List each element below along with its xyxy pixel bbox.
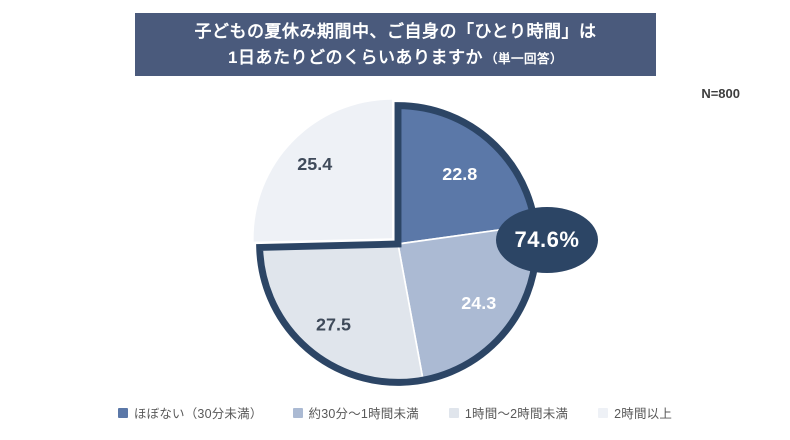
chart-title-line1: 子どもの夏休み期間中、ご自身の「ひとり時間」は xyxy=(195,19,597,45)
pie-slice-value-2: 27.5 xyxy=(316,314,351,334)
chart-title-line2: 1日あたりどのくらいありますか （単一回答） xyxy=(228,45,563,71)
pie-slice-value-0: 22.8 xyxy=(442,164,477,184)
chart-title-line2-text: 1日あたりどのくらいありますか xyxy=(228,47,483,67)
legend-label-1: 約30分〜1時間未満 xyxy=(308,407,419,421)
chart-title-note: （単一回答） xyxy=(484,51,563,66)
legend-label-2: 1時間〜2時間未満 xyxy=(464,407,569,421)
pie-chart: 22.8 24.3 27.5 25.4 xyxy=(253,99,540,386)
legend-swatch-0 xyxy=(117,407,128,418)
total-callout-ellipse: 74.6% xyxy=(496,207,598,273)
total-callout-value: 74.6% xyxy=(514,227,580,252)
pie-slice-value-3: 25.4 xyxy=(297,154,332,174)
legend-item-2: 1時間〜2時間未満 xyxy=(448,403,569,422)
legend-swatch-1 xyxy=(292,407,303,418)
pie-slice-3 xyxy=(253,99,393,242)
sample-size-label: N=800 xyxy=(701,86,740,101)
legend-item-0: ほぼない（30分未満） xyxy=(117,403,263,422)
legend: ほぼない（30分未満） 約30分〜1時間未満 1時間〜2時間未満 2時間以上 xyxy=(0,403,790,422)
legend-swatch-2 xyxy=(448,407,459,418)
pie-slice-value-1: 24.3 xyxy=(461,293,496,313)
legend-label-3: 2時間以上 xyxy=(614,407,673,421)
legend-item-1: 約30分〜1時間未満 xyxy=(292,403,419,422)
pie-slice-2 xyxy=(258,243,425,384)
chart-title-line1-text: 子どもの夏休み期間中、ご自身の「ひとり時間」は xyxy=(194,22,597,41)
legend-label-0: ほぼない（30分未満） xyxy=(133,407,263,421)
highlighted-region-outline xyxy=(256,102,540,386)
legend-swatch-3 xyxy=(598,407,609,418)
legend-item-3: 2時間以上 xyxy=(598,403,672,422)
chart-title-banner: 子どもの夏休み期間中、ご自身の「ひとり時間」は 1日あたりどのくらいありますか（… xyxy=(135,13,656,76)
